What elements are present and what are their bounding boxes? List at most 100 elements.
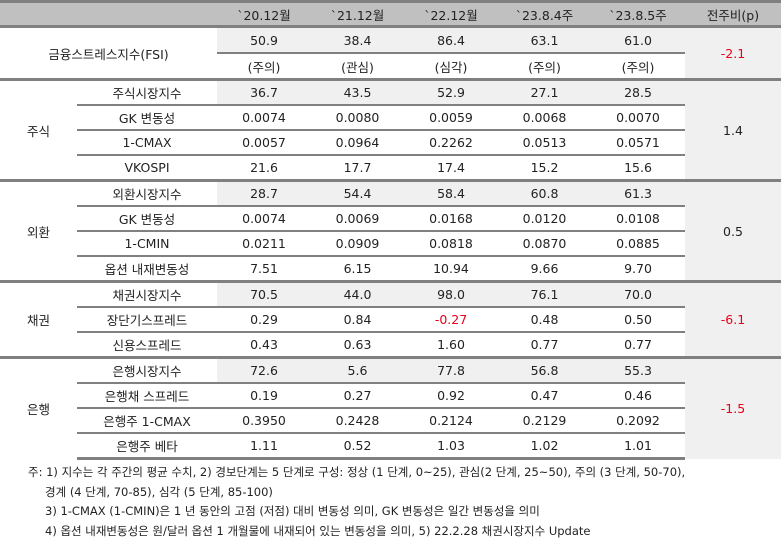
fsi-value: 50.9 xyxy=(217,26,311,53)
table-row: 1-CMAX 0.0057 0.0964 0.2262 0.0513 0.057… xyxy=(0,129,781,155)
fsi-value: 63.1 xyxy=(498,26,591,53)
cell-value: 0.77 xyxy=(591,331,685,358)
cell-value: 0.2262 xyxy=(404,129,498,155)
cell-value: 7.51 xyxy=(217,255,311,282)
cell-value: 56.8 xyxy=(498,356,591,383)
table-row: 외환 외환시장지수 28.7 54.4 58.4 60.8 61.3 0.5 xyxy=(0,179,781,282)
fsi-values-row: 금융스트레스지수(FSI) 50.9 38.4 86.4 63.1 61.0 -… xyxy=(0,26,781,80)
cell-value: 54.4 xyxy=(311,179,404,206)
cell-value: 0.0168 xyxy=(404,205,498,231)
table-row: GK 변동성 0.0074 0.0069 0.0168 0.0120 0.010… xyxy=(0,205,781,231)
cell-value: 15.2 xyxy=(498,154,591,181)
cell-value-negative: -0.27 xyxy=(404,306,498,332)
fsi-value: 61.0 xyxy=(591,26,685,53)
row-label: 은행주 1-CMAX xyxy=(77,407,217,433)
cell-value: 1.60 xyxy=(404,331,498,358)
cell-value: 0.2129 xyxy=(498,407,591,433)
table-row: 옵션 내재변동성 7.51 6.15 10.94 9.66 9.70 xyxy=(0,255,781,282)
cell-value: 0.0108 xyxy=(591,205,685,231)
cell-value: 0.0080 xyxy=(311,104,404,130)
cell-value: 0.52 xyxy=(311,432,404,460)
cell-value: 0.77 xyxy=(498,331,591,358)
cell-value: 0.0885 xyxy=(591,230,685,256)
group-change: 1.4 xyxy=(685,78,781,181)
cell-value: 0.0909 xyxy=(311,230,404,256)
cell-value: 0.50 xyxy=(591,306,685,332)
fsi-change: -2.1 xyxy=(685,26,781,80)
fsi-level: (관심) xyxy=(311,52,404,80)
cell-value: 98.0 xyxy=(404,280,498,307)
cell-value: 0.0571 xyxy=(591,129,685,155)
footnote-1-cont: 경계 (4 단계, 70-85), 심각 (5 단계, 85-100) xyxy=(45,484,273,499)
cell-value: 1.03 xyxy=(404,432,498,460)
cell-value: 1.11 xyxy=(217,432,311,460)
fsi-label: 금융스트레스지수(FSI) xyxy=(48,46,169,62)
cell-value: 0.2092 xyxy=(591,407,685,433)
cell-value: 27.1 xyxy=(498,78,591,105)
cell-value: 5.6 xyxy=(311,356,404,383)
cell-value: 60.8 xyxy=(498,179,591,206)
row-label: GK 변동성 xyxy=(77,205,217,231)
group-label: 채권 xyxy=(0,280,77,358)
header-col-change: 전주비(p) xyxy=(685,0,781,28)
cell-value: 0.0818 xyxy=(404,230,498,256)
footnotes: 주: 1) 지수는 각 주간의 평균 수치, 2) 경보단계는 5 단계로 구성… xyxy=(28,463,685,541)
fsi-level: (주의) xyxy=(591,52,685,80)
group-label: 주식 xyxy=(0,78,77,181)
cell-value: 0.2428 xyxy=(311,407,404,433)
cell-value: 0.63 xyxy=(311,331,404,358)
row-label: 은행시장지수 xyxy=(77,356,217,383)
cell-value: 10.94 xyxy=(404,255,498,282)
cell-value: 1.02 xyxy=(498,432,591,460)
row-label: 옵션 내재변동성 xyxy=(77,255,217,282)
header-col-2212: `22.12월 xyxy=(404,0,498,28)
row-label: 주식시장지수 xyxy=(77,78,217,105)
footnote-3: 3) 1-CMAX (1-CMIN)은 1 년 동안의 고점 (저점) 대비 변… xyxy=(45,504,540,518)
group-bank: 은행 은행시장지수 72.6 5.6 77.8 56.8 55.3 -1.5 은… xyxy=(0,356,781,460)
cell-value: 0.0074 xyxy=(217,205,311,231)
cell-value: 0.29 xyxy=(217,306,311,332)
row-label: VKOSPI xyxy=(77,154,217,181)
fsi-section: 금융스트레스지수(FSI) 50.9 38.4 86.4 63.1 61.0 -… xyxy=(0,26,781,80)
cell-value: 0.46 xyxy=(591,382,685,408)
table-row: 은행주 1-CMAX 0.3950 0.2428 0.2124 0.2129 0… xyxy=(0,407,781,433)
group-stock: 주식 주식시장지수 36.7 43.5 52.9 27.1 28.5 1.4 G… xyxy=(0,78,781,181)
cell-value: 9.70 xyxy=(591,255,685,282)
cell-value: 55.3 xyxy=(591,356,685,383)
cell-value: 0.0964 xyxy=(311,129,404,155)
cell-value: 0.0120 xyxy=(498,205,591,231)
cell-value: 58.4 xyxy=(404,179,498,206)
cell-value: 43.5 xyxy=(311,78,404,105)
cell-value: 61.3 xyxy=(591,179,685,206)
cell-value: 0.0068 xyxy=(498,104,591,130)
cell-value: 0.0059 xyxy=(404,104,498,130)
table-row: 은행주 베타 1.11 0.52 1.03 1.02 1.01 xyxy=(0,432,781,460)
fsi-level: (주의) xyxy=(498,52,591,80)
cell-value: 0.0057 xyxy=(217,129,311,155)
group-bond: 채권 채권시장지수 70.5 44.0 98.0 76.1 70.0 -6.1 … xyxy=(0,280,781,358)
header-blank xyxy=(0,0,217,28)
fsi-value: 38.4 xyxy=(311,26,404,53)
header-col-2385: `23.8.5주 xyxy=(591,0,685,28)
row-label: 채권시장지수 xyxy=(77,280,217,307)
cell-value: 9.66 xyxy=(498,255,591,282)
header-col-2112: `21.12월 xyxy=(311,0,404,28)
cell-value: 0.0513 xyxy=(498,129,591,155)
table-row: 채권 채권시장지수 70.5 44.0 98.0 76.1 70.0 -6.1 xyxy=(0,280,781,358)
cell-value: 0.27 xyxy=(311,382,404,408)
cell-value: 0.47 xyxy=(498,382,591,408)
row-label: 장단기스프레드 xyxy=(77,306,217,332)
row-label: 1-CMIN xyxy=(77,230,217,256)
group-label: 은행 xyxy=(0,356,77,459)
footnote-4: 4) 옵션 내재변동성은 원/달러 옵션 1 개월물에 내재되어 있는 변동성을… xyxy=(45,523,591,538)
fsi-table: `20.12월 `21.12월 `22.12월 `23.8.4주 `23.8.5… xyxy=(0,0,781,460)
cell-value: 17.7 xyxy=(311,154,404,181)
fsi-level: (주의) xyxy=(217,52,311,80)
row-label: 은행채 스프레드 xyxy=(77,382,217,408)
cell-value: 6.15 xyxy=(311,255,404,282)
cell-value: 77.8 xyxy=(404,356,498,383)
row-label: GK 변동성 xyxy=(77,104,217,130)
table-row: 은행 은행시장지수 72.6 5.6 77.8 56.8 55.3 -1.5 xyxy=(0,356,781,459)
table-row: 주식 주식시장지수 36.7 43.5 52.9 27.1 28.5 1.4 xyxy=(0,78,781,181)
cell-value: 72.6 xyxy=(217,356,311,383)
